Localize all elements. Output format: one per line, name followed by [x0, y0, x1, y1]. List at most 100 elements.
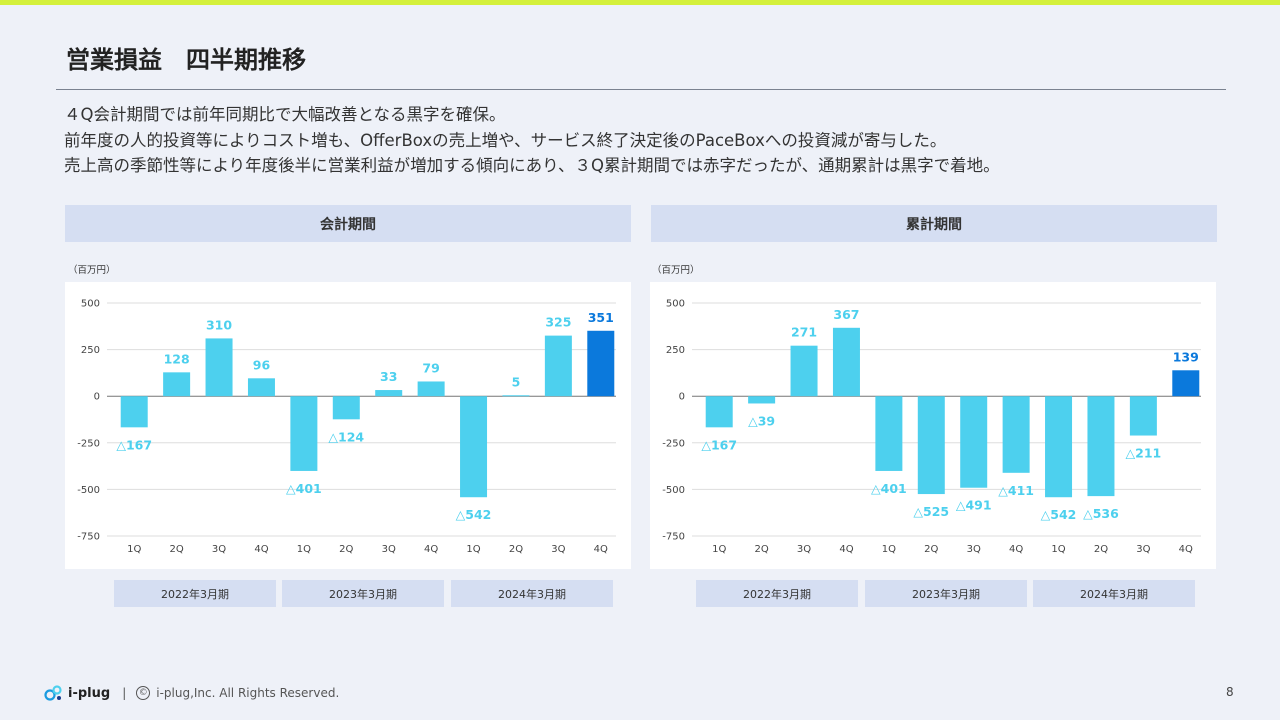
bar [1172, 370, 1200, 397]
y-tick-label: -250 [77, 438, 100, 449]
data-label: 325 [545, 315, 571, 330]
bar [705, 396, 733, 428]
x-tick-label: 3Q [551, 544, 565, 555]
footer: i-plug | © i-plug,Inc. All Rights Reserv… [44, 682, 339, 704]
bar [1129, 396, 1157, 436]
x-tick-label: 2Q [509, 544, 523, 555]
unit-label-quarterly: （百万円） [68, 265, 116, 276]
data-label: △211 [1126, 446, 1162, 461]
x-tick-label: 1Q [466, 544, 480, 555]
bar [502, 395, 530, 397]
y-tick-label: -500 [662, 485, 685, 496]
x-tick-label: 1Q [712, 544, 726, 555]
bar [417, 381, 445, 397]
x-tick-label: 1Q [1051, 544, 1065, 555]
summary-line-2: 前年度の人的投資等によりコスト増も、OfferBoxの売上増や、サービス終了決定… [64, 130, 947, 150]
bar [1087, 396, 1115, 497]
copyright-icon: © [136, 686, 151, 700]
data-label: 5 [512, 374, 521, 389]
data-label: △542 [456, 507, 492, 522]
x-tick-label: 2Q [924, 544, 938, 555]
y-tick-label: 500 [666, 299, 685, 310]
bar [748, 396, 776, 404]
data-label: △124 [328, 429, 364, 444]
data-label: 271 [791, 325, 817, 340]
bar [917, 396, 945, 495]
y-tick-label: 250 [666, 345, 685, 356]
bar [247, 378, 275, 397]
plug-logo-icon [44, 685, 62, 701]
cumulative-chart-svg: 500 250 0 -250 -500 -750 △167 1Q △39 2Q 271 3Q 367 4Q… [662, 299, 1201, 555]
data-label: △401 [286, 481, 322, 496]
fiscal-year-label: 2023年3月期 [282, 580, 444, 607]
y-tick-label: 0 [679, 392, 685, 403]
footer-separator: | [122, 686, 127, 700]
x-tick-label: 4Q [594, 544, 608, 555]
logo-text: i-plug [68, 685, 111, 701]
data-label: △167 [701, 437, 737, 452]
summary-line-3: 売上高の季節性等により年度後半に営業利益が増加する傾向にあり、３Q累計期間では赤… [64, 156, 1000, 175]
data-label: △536 [1083, 506, 1119, 521]
x-tick-label: 4Q [1009, 544, 1023, 555]
bar [205, 338, 233, 397]
bar [544, 335, 572, 397]
data-label: 139 [1173, 349, 1199, 364]
bar [960, 396, 988, 488]
data-label: 33 [380, 369, 397, 384]
bar [1045, 396, 1073, 498]
panel-title-quarterly: 会計期間 [65, 205, 631, 242]
y-tick-label: -500 [77, 485, 100, 496]
y-tick-label: 0 [94, 392, 100, 403]
company-logo: i-plug [44, 684, 110, 702]
top-accent-bar [0, 0, 1280, 5]
bar [587, 330, 615, 397]
bar [120, 396, 148, 428]
data-label: △491 [956, 498, 992, 513]
data-label: △39 [748, 413, 775, 428]
data-label: 351 [588, 310, 614, 325]
fiscal-year-label: 2022年3月期 [114, 580, 276, 607]
x-tick-label: 3Q [797, 544, 811, 555]
page-number: 8 [1226, 685, 1234, 699]
y-tick-label: 250 [81, 345, 100, 356]
x-tick-label: 3Q [1136, 544, 1150, 555]
x-tick-label: 3Q [212, 544, 226, 555]
data-label: 367 [833, 307, 859, 322]
x-tick-label: 2Q [1094, 544, 1108, 555]
panel-title-cumulative: 累計期間 [651, 205, 1217, 242]
summary-line-1: ４Q会計期間では前年同期比で大幅改善となる黒字を確保。 [64, 105, 506, 124]
data-label: △167 [116, 437, 152, 452]
cumulative-chart: 500 250 0 -250 -500 -750 △167 1Q △39 2Q 271 3Q 367 4Q… [650, 282, 1216, 569]
x-tick-label: 3Q [382, 544, 396, 555]
x-tick-label: 1Q [127, 544, 141, 555]
fiscal-year-label: 2024年3月期 [1033, 580, 1195, 607]
x-tick-label: 1Q [882, 544, 896, 555]
bar [832, 327, 860, 397]
data-label: 128 [164, 351, 190, 366]
data-label: 310 [206, 317, 232, 332]
data-label: △525 [913, 504, 949, 519]
copyright-text: i-plug,Inc. All Rights Reserved. [156, 686, 340, 700]
data-label: 79 [422, 360, 439, 375]
fiscal-year-label: 2022年3月期 [696, 580, 858, 607]
data-label: △401 [871, 481, 907, 496]
data-label: △542 [1041, 507, 1077, 522]
y-tick-label: 500 [81, 299, 100, 310]
bar [163, 372, 191, 397]
x-tick-label: 4Q [254, 544, 268, 555]
bar [875, 396, 903, 471]
data-label: △411 [998, 483, 1034, 498]
x-tick-label: 4Q [424, 544, 438, 555]
unit-label-cumulative: （百万円） [652, 265, 700, 276]
summary-text: ４Q会計期間では前年同期比で大幅改善となる黒字を確保。 前年度の人的投資等により… [64, 102, 1000, 179]
x-tick-label: 2Q [339, 544, 353, 555]
x-tick-label: 4Q [839, 544, 853, 555]
bar [332, 396, 360, 420]
page-title: 営業損益 四半期推移 [66, 46, 306, 74]
data-label: 96 [253, 357, 271, 372]
x-tick-label: 1Q [297, 544, 311, 555]
y-tick-label: -250 [662, 438, 685, 449]
y-tick-label: -750 [77, 532, 100, 543]
x-tick-label: 3Q [967, 544, 981, 555]
x-tick-label: 2Q [755, 544, 769, 555]
